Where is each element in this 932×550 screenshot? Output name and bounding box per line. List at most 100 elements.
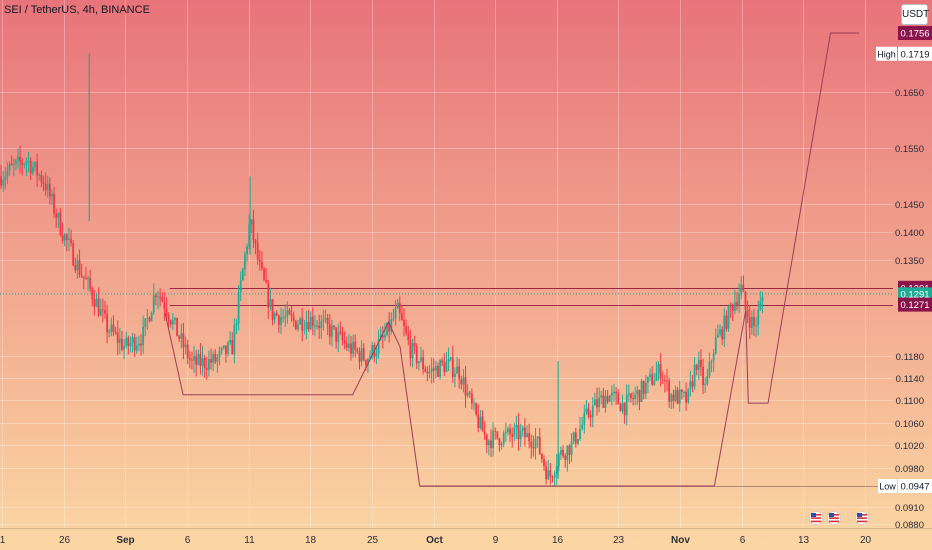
candle-body bbox=[118, 338, 121, 343]
us-flag-icon[interactable] bbox=[855, 511, 869, 525]
candle-body bbox=[678, 389, 681, 404]
candle-body bbox=[31, 167, 34, 174]
candle-body bbox=[610, 392, 613, 396]
candle-body bbox=[297, 324, 299, 330]
candle-body bbox=[445, 361, 448, 373]
candle-body bbox=[494, 430, 497, 432]
candle-body bbox=[498, 438, 501, 446]
candle-body bbox=[157, 296, 159, 298]
candle-body bbox=[161, 297, 164, 302]
candle-body bbox=[519, 430, 522, 440]
candle-body bbox=[606, 396, 609, 402]
candle-body bbox=[543, 459, 545, 467]
candle-body bbox=[252, 219, 255, 241]
candle-body bbox=[275, 313, 278, 316]
candle-body bbox=[714, 337, 717, 354]
candle-body bbox=[337, 331, 340, 342]
candle-body bbox=[509, 428, 511, 435]
candle-body bbox=[725, 315, 728, 329]
candle-body bbox=[712, 353, 715, 362]
y-tick-label: 0.0910 bbox=[895, 503, 924, 514]
candle-body bbox=[702, 366, 704, 385]
candle-body bbox=[454, 373, 456, 377]
candle-body bbox=[549, 470, 552, 477]
candle-body bbox=[630, 393, 632, 399]
candle-body bbox=[367, 358, 369, 365]
candle-body bbox=[358, 351, 361, 362]
candle-body bbox=[521, 427, 524, 431]
candle-body bbox=[91, 288, 94, 300]
candle-body bbox=[496, 431, 499, 439]
candle-body bbox=[668, 380, 671, 402]
candle-body bbox=[210, 359, 212, 363]
event-markers[interactable] bbox=[809, 511, 869, 525]
candle-body bbox=[566, 445, 569, 461]
candle-body bbox=[748, 317, 751, 328]
candle-body bbox=[426, 371, 429, 374]
candle-body bbox=[10, 164, 13, 166]
candle-body bbox=[430, 368, 433, 372]
x-axis[interactable]: 1 26 Sep 6 11 18 25 Oct 9 16 23 Nov 6 13 20 bbox=[0, 535, 871, 546]
candle-body bbox=[572, 432, 575, 442]
candle-body bbox=[44, 183, 47, 190]
candle-body bbox=[269, 299, 272, 308]
candle-body bbox=[577, 438, 579, 444]
candle-body bbox=[106, 313, 109, 333]
candle-body bbox=[335, 327, 338, 342]
candle-body bbox=[322, 319, 325, 322]
candle-body bbox=[307, 322, 310, 330]
candle-body bbox=[316, 325, 318, 327]
x-tick-label: Nov bbox=[671, 535, 690, 546]
candle-body bbox=[63, 234, 66, 241]
candle-body bbox=[587, 408, 590, 416]
candle-body bbox=[700, 359, 702, 367]
candle-body bbox=[417, 361, 420, 364]
candle-body bbox=[644, 382, 647, 394]
candle-body bbox=[186, 344, 189, 358]
y-axis[interactable]: 0.1650 0.1550 0.1450 0.1400 0.1350 0.1180 0.11… bbox=[895, 88, 924, 531]
x-tick-label: 26 bbox=[59, 535, 71, 546]
candle-body bbox=[84, 278, 87, 280]
candle-body bbox=[244, 253, 246, 269]
lower-level-label-text: 0.1271 bbox=[900, 300, 929, 311]
candle-body bbox=[608, 395, 611, 402]
candle-body bbox=[409, 340, 412, 359]
candle-body bbox=[292, 316, 295, 321]
y-tick-label: 0.1140 bbox=[896, 374, 924, 385]
projection-path bbox=[164, 32, 860, 487]
y-tick-label: 0.1450 bbox=[895, 200, 924, 211]
candle-body bbox=[371, 345, 374, 356]
candle-body bbox=[721, 329, 724, 340]
candle-body bbox=[318, 325, 321, 329]
projection-line bbox=[164, 32, 860, 487]
candle-body bbox=[386, 322, 388, 336]
candle-body bbox=[405, 326, 408, 333]
candle-body bbox=[146, 317, 149, 319]
candles bbox=[0, 53, 764, 486]
candle-body bbox=[428, 371, 431, 374]
candle-body bbox=[309, 316, 312, 330]
y-tick-label: 0.1550 bbox=[895, 144, 924, 155]
candle-body bbox=[19, 156, 22, 163]
candle-body bbox=[290, 314, 293, 317]
y-tick-label: 0.1020 bbox=[895, 441, 924, 452]
candle-body bbox=[311, 316, 314, 326]
candle-body bbox=[466, 392, 469, 396]
candle-body bbox=[254, 240, 257, 243]
candle-body bbox=[708, 361, 711, 376]
candle-body bbox=[524, 427, 526, 438]
candle-body bbox=[218, 350, 221, 357]
candle-body bbox=[76, 260, 79, 271]
us-flag-icon[interactable] bbox=[827, 511, 841, 525]
us-flag-icon[interactable] bbox=[809, 511, 823, 525]
candle-body bbox=[224, 345, 227, 355]
candle-body bbox=[394, 308, 397, 319]
currency-button[interactable]: USDT bbox=[901, 4, 929, 25]
candle-body bbox=[746, 309, 749, 318]
candle-body bbox=[195, 356, 198, 365]
x-tick-label: Sep bbox=[116, 535, 134, 546]
candle-body bbox=[536, 436, 539, 439]
candle-body bbox=[191, 359, 193, 361]
candle-body bbox=[507, 428, 509, 432]
